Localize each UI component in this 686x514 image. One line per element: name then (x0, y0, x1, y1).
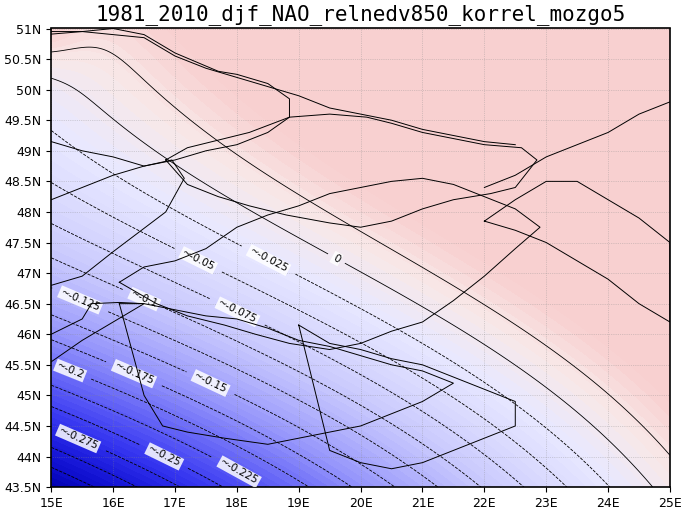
Text: ~-0.225: ~-0.225 (218, 457, 260, 486)
Text: ~-0.05: ~-0.05 (180, 248, 216, 272)
Text: ~-0.15: ~-0.15 (192, 371, 229, 395)
Text: ~-0.075: ~-0.075 (216, 298, 259, 325)
Text: ~-0.25: ~-0.25 (146, 444, 182, 469)
Text: ~-0.175: ~-0.175 (113, 361, 156, 387)
Text: 0: 0 (331, 252, 342, 265)
Text: ~-0.025: ~-0.025 (248, 246, 289, 274)
Title: 1981_2010_djf_NAO_relnedv850_korrel_mozgo5: 1981_2010_djf_NAO_relnedv850_korrel_mozg… (95, 4, 626, 25)
Text: ~-0.125: ~-0.125 (59, 287, 102, 313)
Text: ~-0.2: ~-0.2 (55, 360, 86, 380)
Text: ~-0.1: ~-0.1 (129, 289, 160, 309)
Text: ~-0.275: ~-0.275 (57, 426, 99, 451)
